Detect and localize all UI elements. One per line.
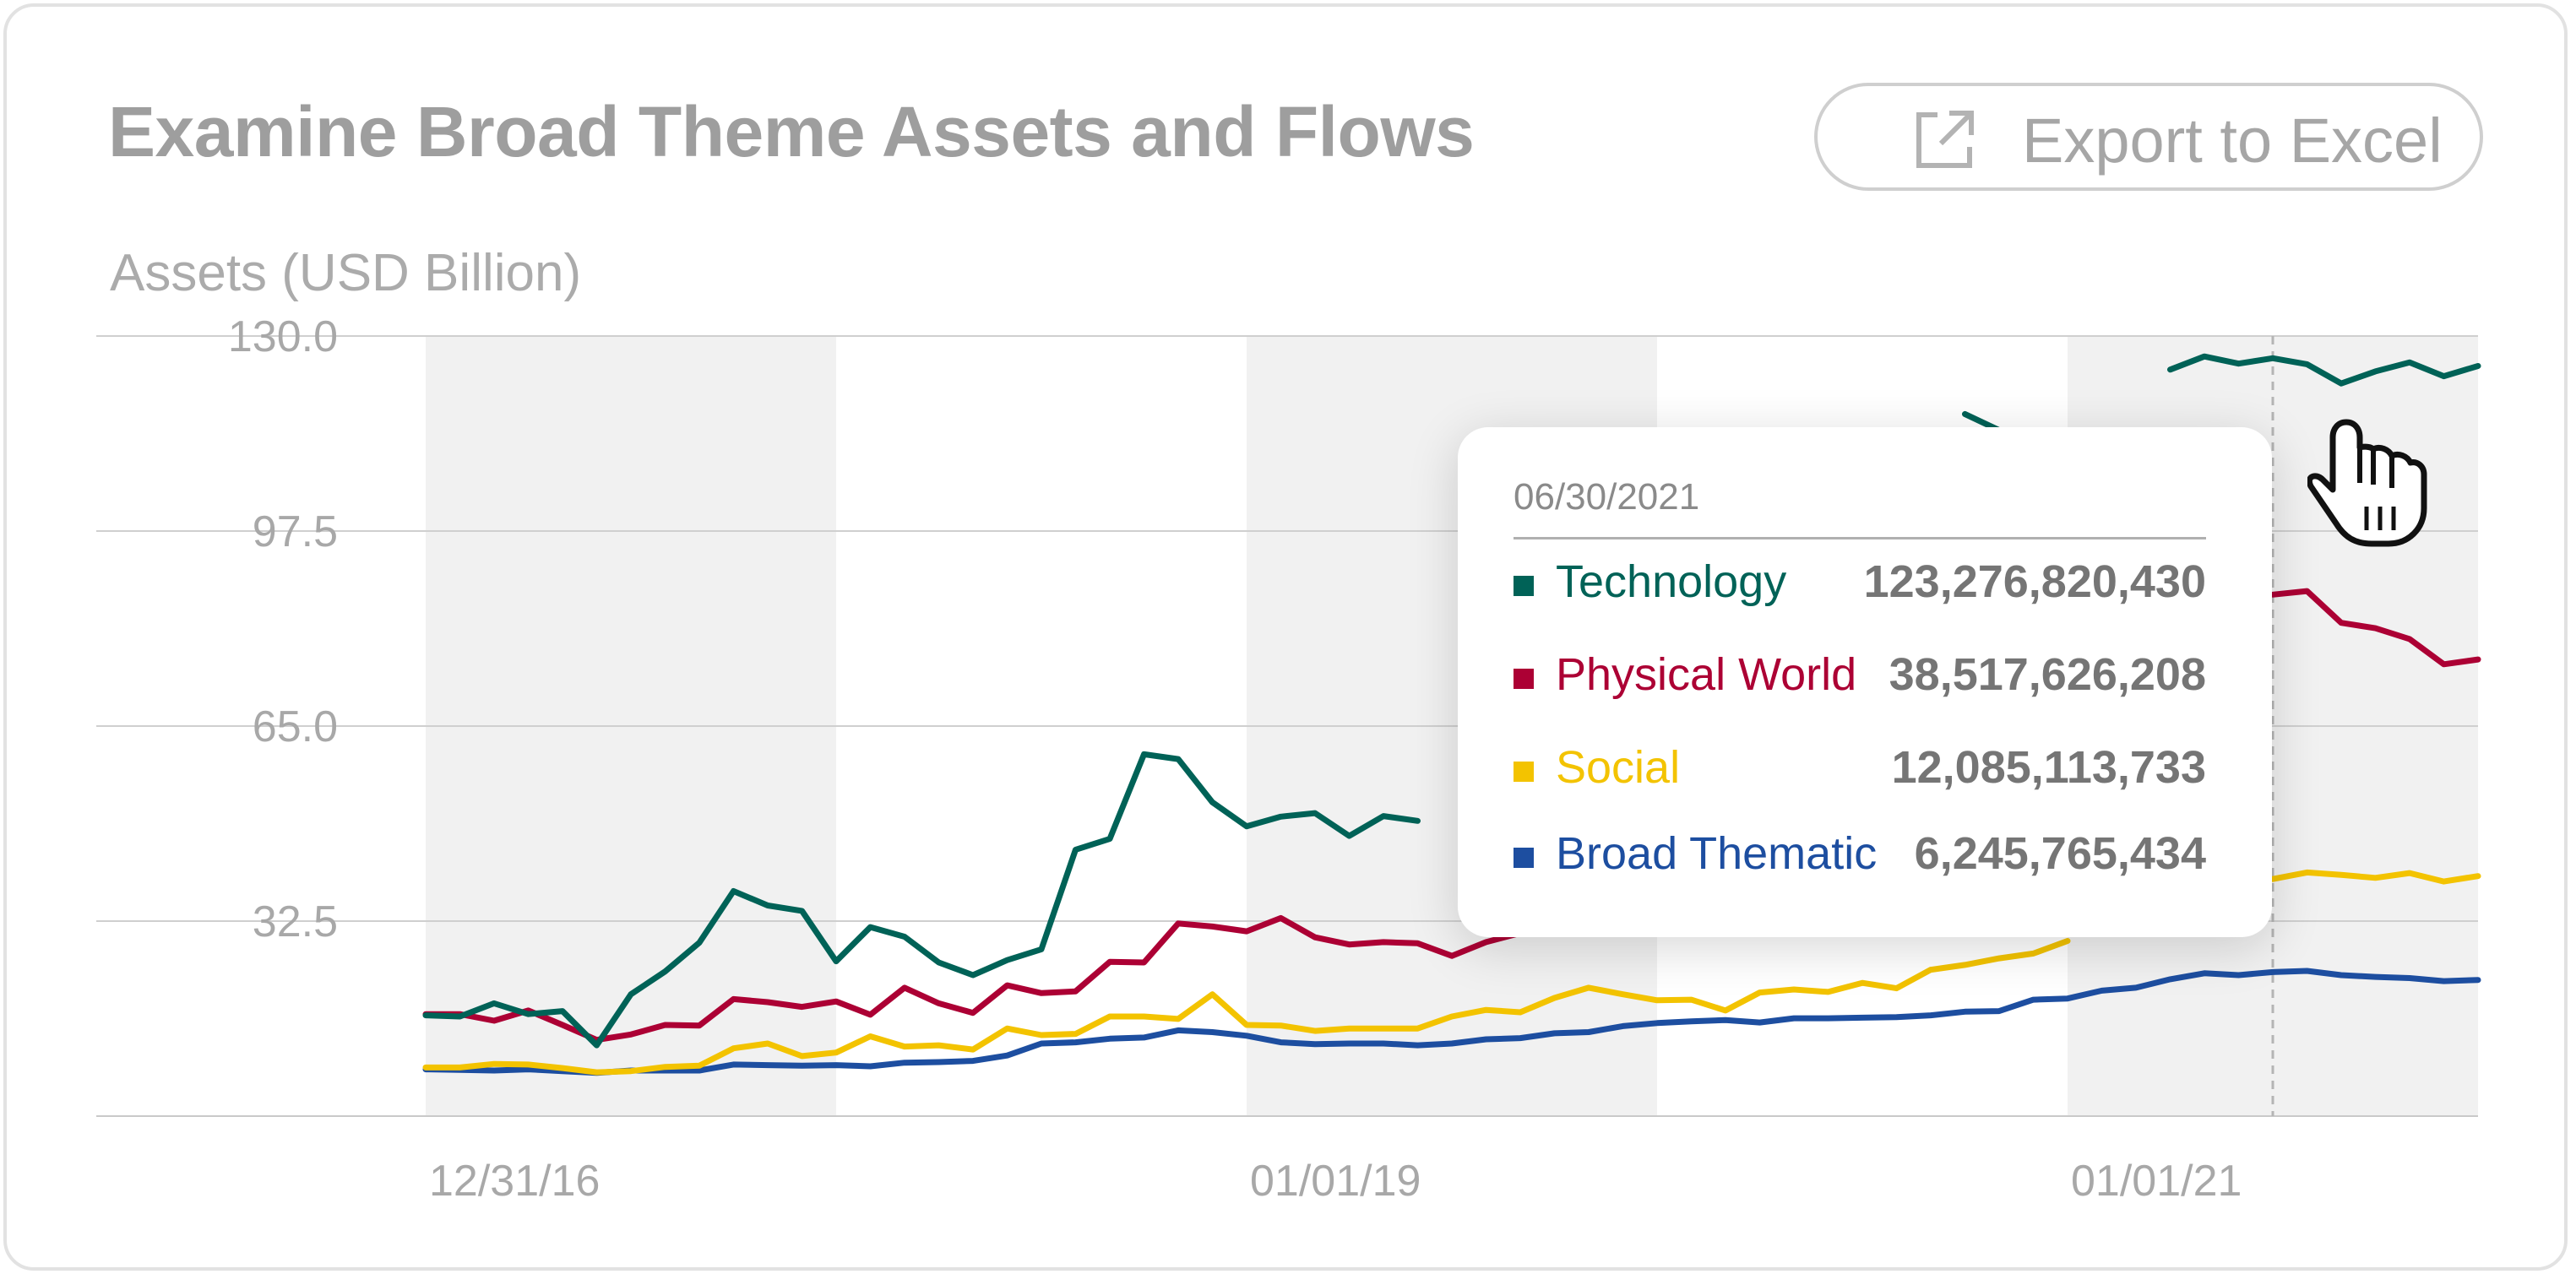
tooltip-series-value: 123,276,820,430 — [1863, 556, 2206, 607]
series-lines — [422, 353, 2481, 1076]
y-tick-label: 97.5 — [253, 507, 338, 556]
x-tick-label: 01/01/21 — [2071, 1157, 2242, 1206]
tooltip-series-value: 38,517,626,208 — [1889, 649, 2206, 700]
series-line-social[interactable] — [422, 869, 2481, 1076]
export-button-label: Export to Excel — [2022, 106, 2443, 176]
y-tick-label: 65.0 — [253, 702, 338, 751]
tooltip-row-physical-world: Physical World 38,517,626,208 — [1514, 648, 2206, 707]
y-tick-label: 32.5 — [253, 897, 338, 946]
y-axis-title: Assets (USD Billion) — [110, 244, 582, 302]
y-tick-label: 130.0 — [228, 312, 338, 361]
legend-swatch — [1514, 762, 1534, 782]
data-tooltip: 06/30/2021 Technology 123,276,820,430 Ph… — [1458, 427, 2272, 937]
tooltip-row-broad-thematic: Broad Thematic 6,245,765,434 — [1514, 827, 2206, 886]
x-tick-label: 12/31/16 — [429, 1157, 600, 1206]
series-line-physical-world[interactable] — [422, 588, 2481, 1044]
hand-pointer-icon — [2307, 419, 2427, 547]
y-axis-ticks: 32.5 65.0 97.5 130.0 — [228, 312, 338, 946]
tooltip-series-value: 12,085,113,733 — [1891, 742, 2206, 793]
x-tick-label: 01/01/19 — [1250, 1157, 1421, 1206]
tooltip-series-name: Physical World — [1556, 649, 1857, 700]
external-link-icon — [1916, 111, 1974, 168]
legend-swatch — [1514, 848, 1534, 868]
tooltip-divider — [1514, 537, 2206, 539]
series-line-broad-thematic[interactable] — [422, 968, 2481, 1076]
legend-swatch — [1514, 669, 1534, 689]
tooltip-series-name: Broad Thematic — [1556, 828, 1878, 879]
legend-swatch — [1514, 576, 1534, 596]
tooltip-row-social: Social 12,085,113,733 — [1514, 741, 2206, 800]
page-title: Examine Broad Theme Assets and Flows — [108, 92, 1475, 171]
tooltip-series-name: Social — [1556, 742, 1681, 793]
x-axis-ticks: 12/31/16 01/01/19 01/01/21 — [429, 1157, 2242, 1206]
export-to-excel-button[interactable]: Export to Excel — [1814, 83, 2483, 191]
tooltip-series-name: Technology — [1556, 556, 1787, 607]
tooltip-date: 06/30/2021 — [1514, 476, 1700, 518]
tooltip-series-value: 6,245,765,434 — [1914, 828, 2206, 879]
tooltip-row-technology: Technology 123,276,820,430 — [1514, 556, 2206, 615]
